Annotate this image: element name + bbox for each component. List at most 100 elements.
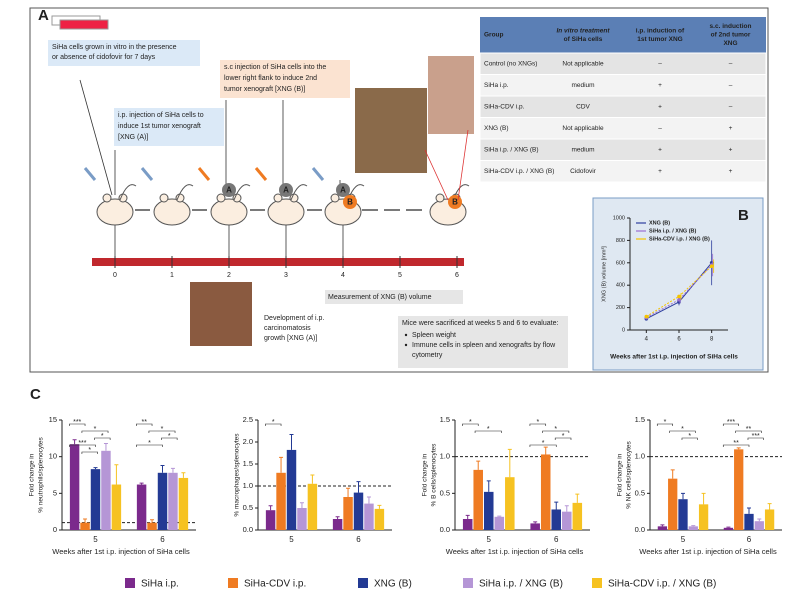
table-cell: SiHa i.p.: [484, 82, 509, 89]
sacrifice-heading: Mice were sacrificed at weeks 5 and 6 to…: [402, 320, 558, 327]
significance-bracket: [722, 444, 750, 447]
bar: [157, 472, 168, 530]
error-bar: [346, 487, 351, 497]
significance-bracket: [94, 437, 111, 440]
legend-label: SiHa i.p. / XNG (B): [649, 228, 697, 234]
week-label: 3: [284, 272, 288, 279]
error-bar: [335, 516, 340, 519]
mouse-ear: [159, 193, 169, 203]
x-tick-label: 6: [356, 535, 361, 544]
significance-bracket: [669, 430, 696, 433]
bar: [374, 508, 385, 530]
culture-text: or absence of cidofovir for 7 days: [52, 54, 156, 61]
significance-label: *: [487, 426, 490, 433]
bar: [111, 484, 122, 530]
sc-text: tumor xenograft [XNG (B)]: [224, 86, 305, 93]
bar: [90, 469, 101, 530]
significance-bracket: [265, 423, 282, 426]
table-cell: medium: [571, 146, 594, 153]
mouse: [210, 198, 248, 226]
legend-swatch: [125, 578, 135, 588]
mouse-ear: [216, 193, 226, 203]
significance-label: *: [88, 447, 91, 454]
table-header-text: Group: [484, 32, 504, 39]
mouse-ear: [118, 193, 128, 203]
y-tick-label: 600: [616, 260, 625, 266]
error-bar: [160, 464, 165, 473]
significance-bracket: [136, 444, 163, 447]
bullet: [404, 333, 408, 337]
bullet: [404, 343, 408, 347]
significance-bracket: [529, 444, 557, 447]
legend-label: SiHa-CDV i.p. / XNG (B): [608, 579, 716, 590]
significance-label: **: [141, 419, 147, 426]
significance-bracket: [681, 437, 698, 440]
x-tick-label: 8: [710, 337, 714, 343]
significance-bracket: [747, 437, 764, 440]
panel-label: A: [38, 7, 49, 24]
table-cell: –: [729, 60, 733, 67]
point: [677, 297, 681, 302]
bar: [668, 478, 678, 530]
x-tick-label: 6: [747, 535, 752, 544]
x-tick-label: 4: [645, 337, 649, 343]
table-header-text: 1st tumor XNG: [637, 36, 683, 43]
y-tick-label: 2.5: [243, 415, 253, 424]
y-tick-label: 0: [622, 327, 625, 333]
error-bar: [181, 472, 186, 478]
sacrifice-bullet: cytometry: [412, 352, 443, 359]
y-tick-label: 0.0: [635, 525, 645, 534]
error-bar: [310, 474, 315, 484]
development-text: Development of i.p.: [264, 315, 324, 322]
sc-box: [220, 60, 350, 98]
legend-swatch: [463, 578, 473, 588]
bar: [540, 454, 551, 530]
table-cell: Control (no XNGs): [484, 60, 537, 67]
table-row: [479, 74, 767, 97]
culture-text: SiHa cells grown in vitro in the presenc…: [52, 44, 177, 51]
table-cell: Cidofovir: [570, 168, 596, 175]
significance-label: *: [681, 426, 684, 433]
development-text: carcinomatosis: [264, 325, 311, 332]
significance-bracket: [474, 430, 502, 433]
syringe: [254, 167, 268, 181]
point: [677, 294, 681, 299]
error-bar: [507, 448, 512, 478]
table-cell: –: [729, 82, 733, 89]
y-axis-label: % B cells/splenocytes: [431, 443, 438, 507]
error-bar: [691, 525, 696, 527]
significance-bracket: [656, 423, 674, 426]
development-text: growth [XNG (A)]: [264, 335, 317, 342]
syringe: [311, 167, 325, 181]
x-tick-label: 6: [554, 535, 559, 544]
bar: [698, 504, 709, 530]
syringe: [83, 167, 97, 181]
week-label: 2: [227, 272, 231, 279]
badge: [279, 183, 293, 197]
mouse-ear: [175, 193, 185, 203]
error-bar: [564, 505, 569, 512]
pointer: [457, 129, 469, 201]
x-tick-label: 5: [93, 535, 98, 544]
badge-text: A: [283, 186, 289, 195]
table-cell: XNG (B): [484, 125, 509, 132]
error-bar: [736, 447, 741, 450]
mouse-tail: [290, 184, 308, 201]
error-bar: [93, 467, 98, 470]
significance-label: *: [562, 433, 565, 440]
table-cell: Not applicable: [562, 125, 604, 132]
badge: [336, 183, 350, 197]
bar: [343, 497, 353, 530]
ip-text: i.p. injection of SiHa cells to: [118, 112, 204, 119]
bar: [657, 526, 668, 530]
timeline: [92, 258, 464, 266]
y-tick-label: 400: [616, 283, 625, 289]
bar: [265, 510, 276, 530]
y-axis-label: Fold change in: [29, 453, 36, 496]
error-bar: [83, 518, 88, 523]
table-cell: +: [658, 168, 662, 175]
y-tick-label: 0.5: [243, 503, 253, 512]
legend-label: SiHa-CDV i.p.: [244, 579, 306, 590]
error-bar: [575, 493, 580, 503]
